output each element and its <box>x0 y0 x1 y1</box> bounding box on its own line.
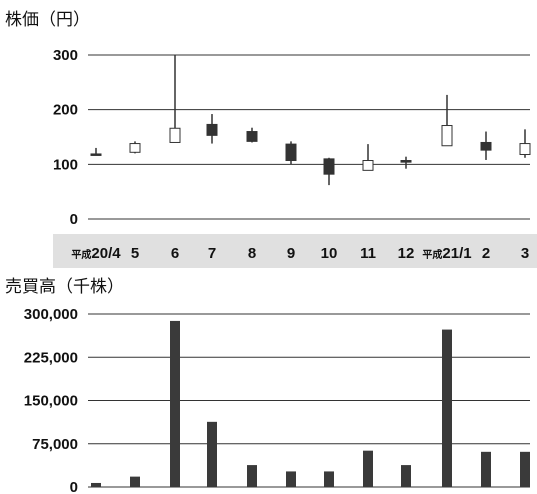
candle-body <box>90 153 102 156</box>
volume-y-tick-label: 225,000 <box>24 349 78 366</box>
month-tick-label: 3 <box>521 245 529 262</box>
volume-bar <box>247 465 257 487</box>
volume-y-tick-label: 0 <box>70 479 78 494</box>
month-tick-label: 平成20/4 <box>71 245 121 262</box>
volume-bar <box>324 471 334 487</box>
price-y-tick-label: 0 <box>70 211 78 228</box>
price-y-tick-label: 100 <box>53 156 78 173</box>
volume-y-tick-label: 300,000 <box>24 306 78 323</box>
candle-body <box>285 143 297 162</box>
era-prefix-label: 平成 <box>422 248 442 261</box>
volume-bar <box>207 421 217 487</box>
volume-gridlines <box>88 313 530 488</box>
month-tick-label: 10 <box>321 245 338 262</box>
volume-bar <box>481 451 491 487</box>
candle-body <box>246 131 258 142</box>
month-number-label: 6 <box>171 245 179 262</box>
month-number-label: 9 <box>287 245 295 262</box>
volume-bar <box>91 482 101 487</box>
volume-bar <box>286 471 296 487</box>
month-number-label: 12 <box>398 245 415 262</box>
month-tick-label: 平成21/1 <box>422 245 471 262</box>
candle-body <box>129 143 141 153</box>
price-chart-title: 株価（円） <box>5 10 90 30</box>
volume-bar <box>520 451 530 487</box>
volume-y-tick-labels: 0 75,000 150,000 225,000 300,000 <box>24 306 78 494</box>
month-tick-label: 8 <box>248 245 256 262</box>
price-y-tick-labels: 0 100 200 300 <box>53 47 78 228</box>
month-number-label: 11 <box>360 245 376 262</box>
month-tick-label: 6 <box>171 245 179 262</box>
candle-body <box>362 160 374 171</box>
month-tick-label: 5 <box>131 245 139 262</box>
candlestick-series <box>90 55 531 186</box>
month-tick-label: 11 <box>360 245 376 262</box>
volume-chart-title: 売買高（千株） <box>5 277 124 297</box>
month-number-label: 2 <box>482 245 490 262</box>
month-tick-label: 12 <box>398 245 415 262</box>
month-tick-label: 2 <box>482 245 490 262</box>
volume-bar <box>130 476 140 487</box>
price-gridlines <box>88 54 530 220</box>
month-label-band <box>53 234 537 268</box>
candle-body <box>400 160 412 163</box>
volume-bar <box>363 450 373 487</box>
volume-y-tick-label: 75,000 <box>32 436 78 453</box>
era-prefix-label: 平成 <box>71 248 91 261</box>
candle-body <box>323 158 335 175</box>
month-number-label: 3 <box>521 245 529 262</box>
month-number-label: 5 <box>131 245 139 262</box>
month-tick-labels: 平成20/4 5 6 7 8 9 10 11 12 平成21/1 2 3 <box>71 245 529 262</box>
month-number-label: 20/4 <box>91 245 121 262</box>
volume-bar <box>442 329 452 487</box>
month-number-label: 10 <box>321 245 338 262</box>
candle-body <box>480 141 492 151</box>
candle-body <box>519 143 531 155</box>
month-number-label: 8 <box>248 245 256 262</box>
month-number-label: 7 <box>208 245 216 262</box>
month-number-label: 21/1 <box>442 245 471 262</box>
month-tick-label: 7 <box>208 245 216 262</box>
volume-bar-series <box>91 320 530 487</box>
candle-body <box>169 127 181 143</box>
volume-bar <box>170 320 180 487</box>
price-y-tick-label: 300 <box>53 47 78 64</box>
candle-body <box>441 125 453 147</box>
price-y-tick-label: 200 <box>53 102 78 119</box>
volume-y-tick-label: 150,000 <box>24 393 78 410</box>
volume-bar <box>401 465 411 487</box>
month-tick-label: 9 <box>287 245 295 262</box>
candle-body <box>206 123 218 136</box>
